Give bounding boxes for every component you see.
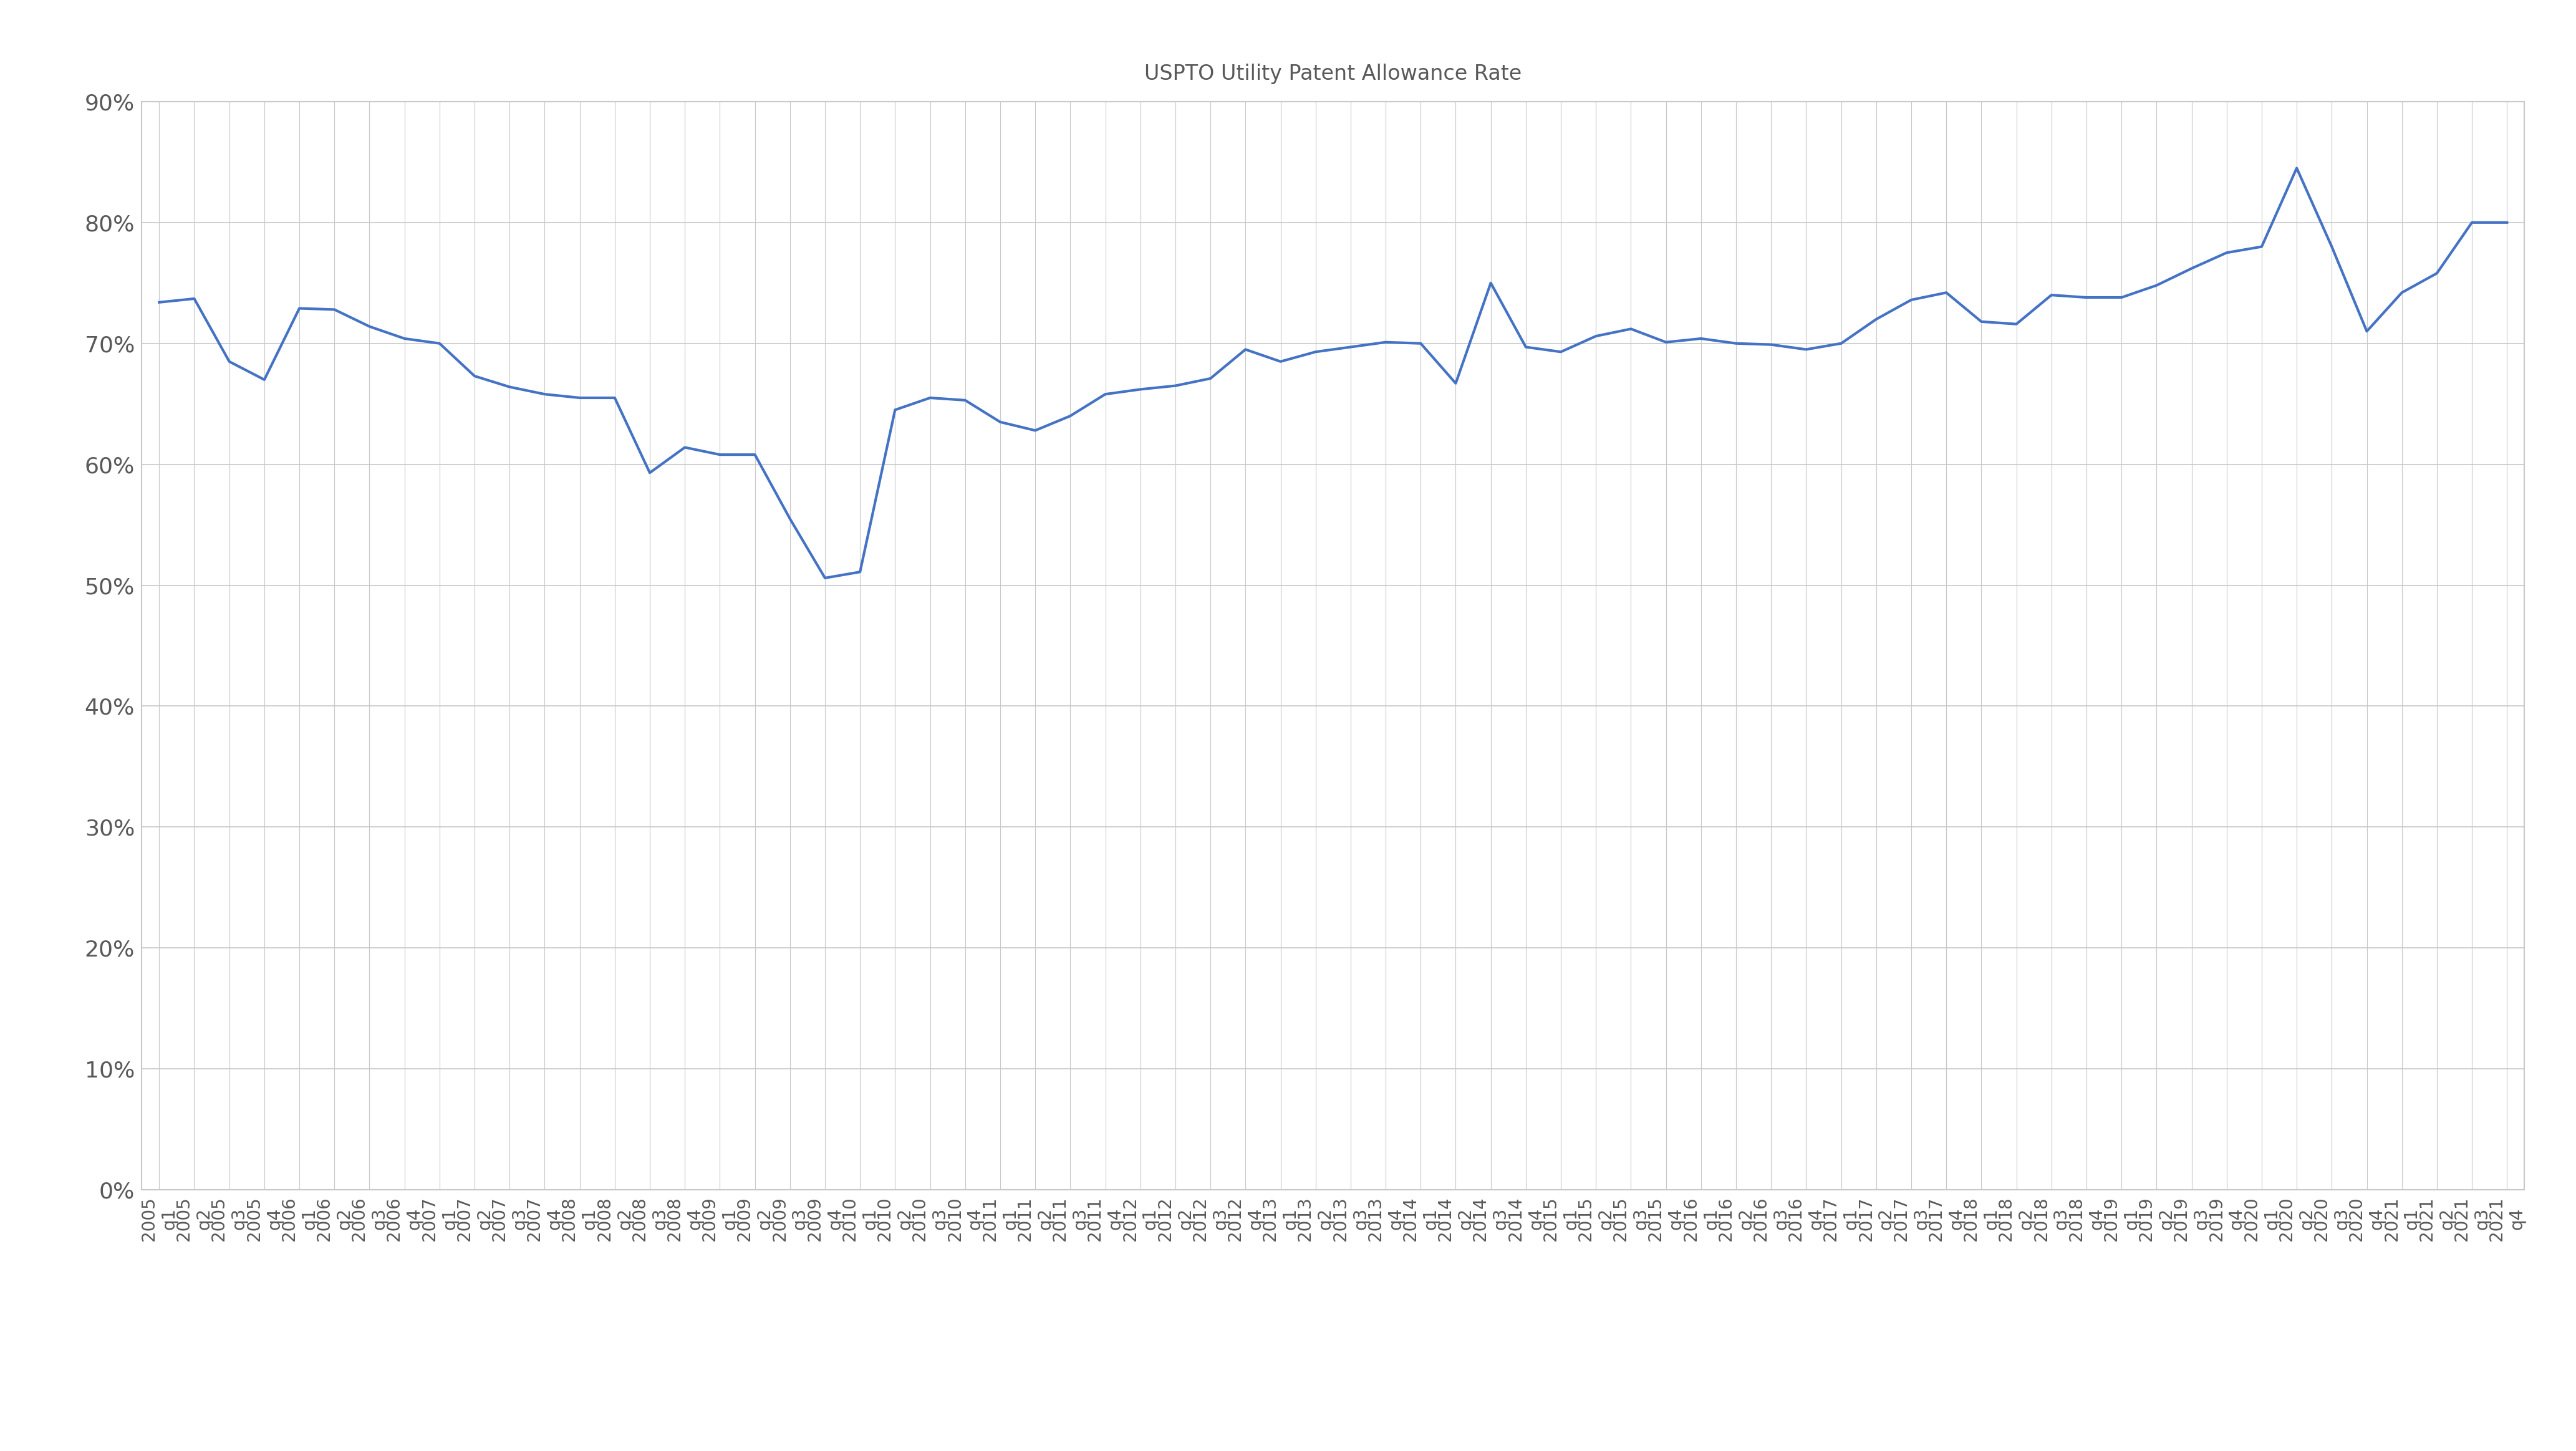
Title: USPTO Utility Patent Allowance Rate: USPTO Utility Patent Allowance Rate (1144, 64, 1522, 84)
